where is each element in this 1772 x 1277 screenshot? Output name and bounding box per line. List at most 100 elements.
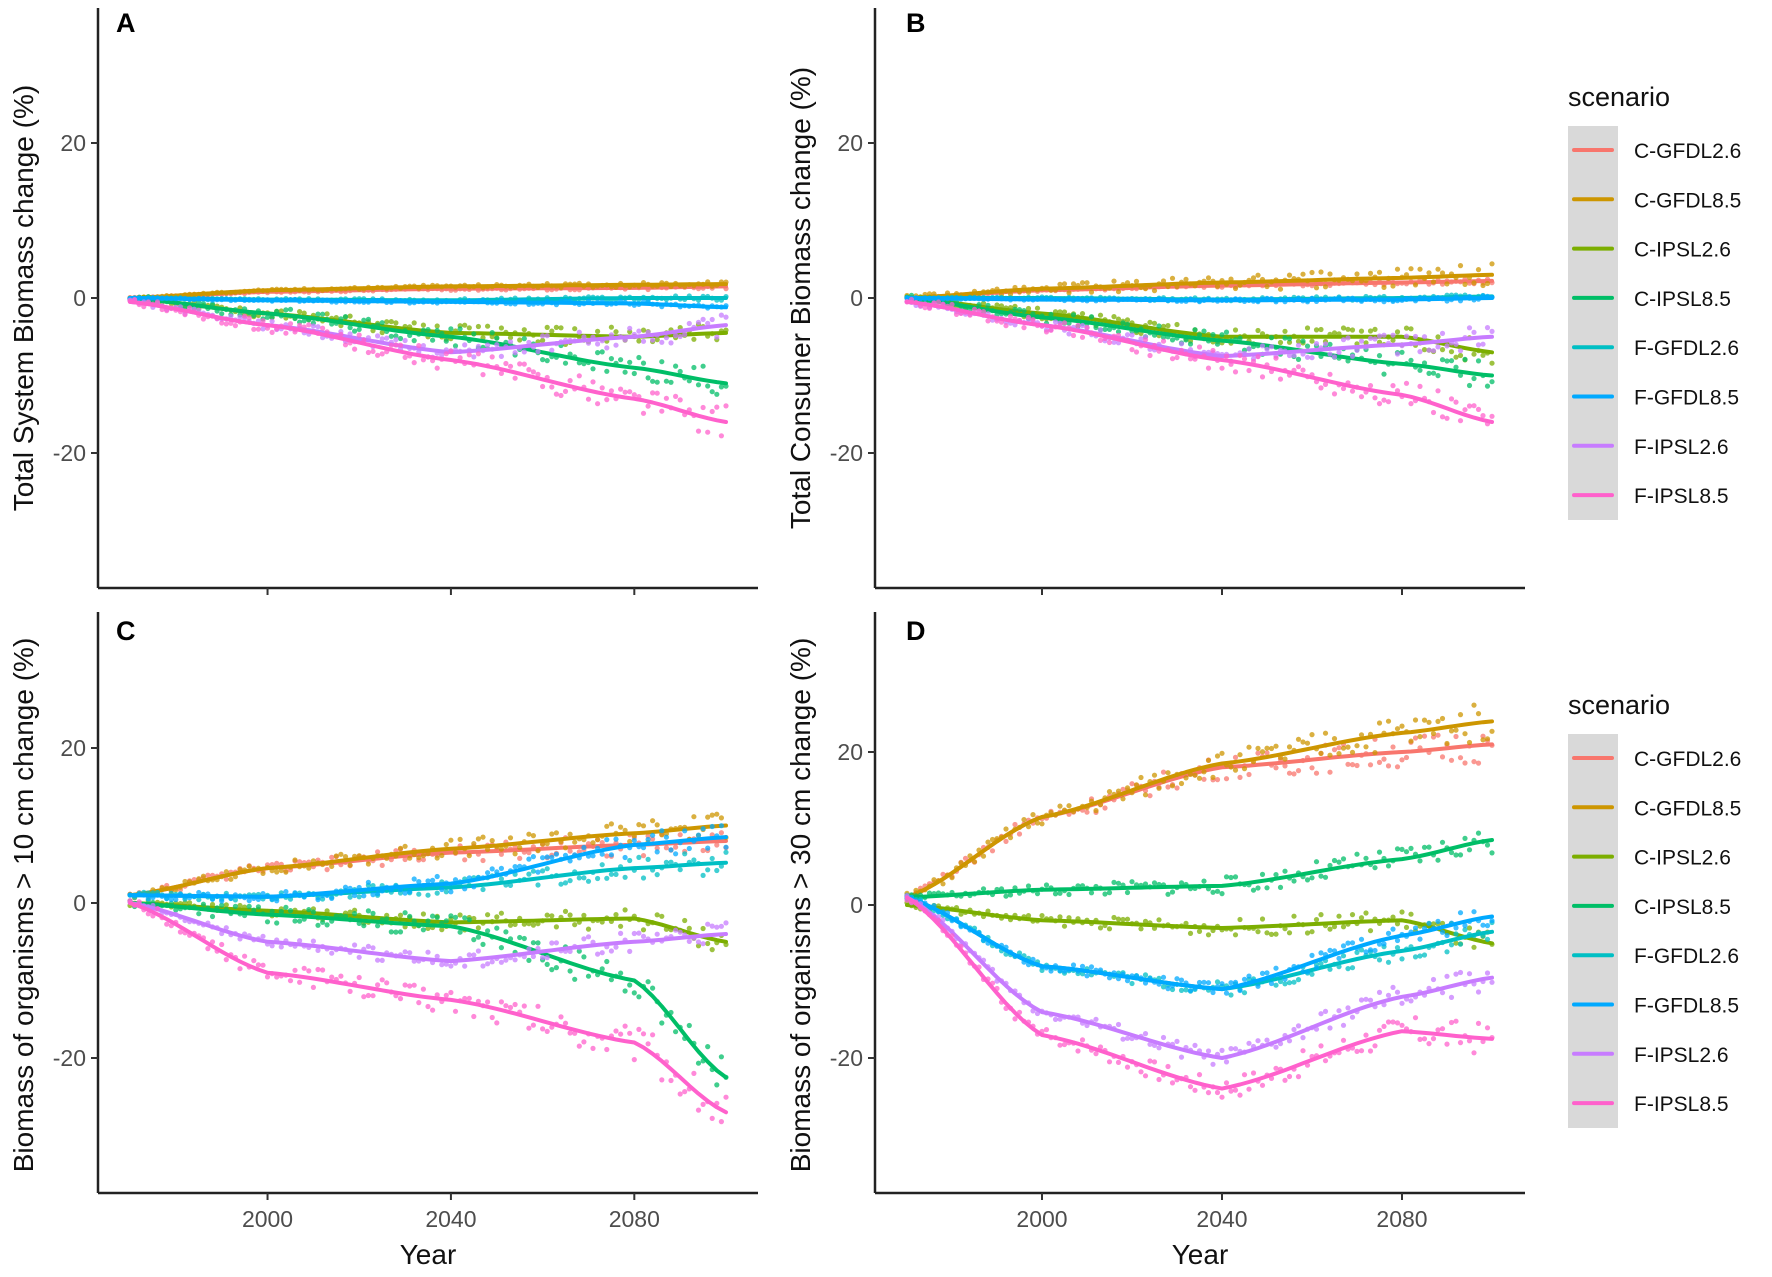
data-point (1142, 881, 1149, 887)
data-point (1327, 966, 1333, 972)
data-point (1318, 960, 1324, 967)
data-point (297, 918, 303, 924)
data-point (1169, 986, 1176, 993)
data-point (1300, 367, 1306, 373)
data-point (650, 378, 656, 384)
data-point (1340, 953, 1347, 959)
data-point (659, 828, 665, 834)
data-point (1304, 740, 1311, 746)
data-point (1178, 977, 1185, 983)
data-point (475, 351, 481, 357)
data-point (595, 837, 601, 843)
data-point (411, 982, 417, 988)
data-point (535, 869, 541, 875)
data-point (1471, 351, 1477, 357)
data-point (512, 957, 518, 963)
data-point (1300, 338, 1306, 344)
series-line (905, 272, 1494, 300)
data-point (1160, 334, 1167, 340)
data-point (1381, 941, 1387, 947)
data-point (498, 353, 504, 359)
data-point (512, 864, 518, 870)
data-point (1196, 1072, 1203, 1078)
legend-label: C-GFDL8.5 (1634, 797, 1741, 820)
data-point (448, 348, 454, 354)
data-point (489, 838, 495, 844)
data-point (507, 835, 514, 841)
data-point (439, 927, 445, 933)
data-point (1178, 780, 1185, 787)
data-point (1489, 328, 1495, 334)
data-point (1273, 1044, 1279, 1050)
data-point (466, 352, 472, 358)
series-f-ipsl8-5 (904, 296, 1495, 427)
data-point (1075, 322, 1081, 329)
data-point (434, 365, 440, 371)
data-point (365, 943, 371, 950)
data-point (1169, 783, 1176, 789)
data-point (608, 852, 615, 858)
data-point (1309, 929, 1315, 935)
data-point (695, 1060, 702, 1066)
data-point (599, 862, 605, 868)
data-point (1282, 763, 1288, 769)
data-point (613, 944, 619, 950)
data-point (1277, 339, 1284, 346)
data-point (416, 879, 422, 885)
data-point (631, 837, 637, 844)
data-point (663, 335, 670, 341)
data-point (1241, 356, 1248, 362)
data-point (1475, 711, 1482, 717)
data-point (613, 1028, 619, 1034)
data-point (1457, 755, 1464, 761)
data-point (352, 328, 358, 334)
data-point (654, 390, 660, 396)
data-point (714, 924, 720, 930)
data-point (315, 311, 321, 317)
data-point (1471, 944, 1477, 950)
data-point (1358, 328, 1365, 334)
data-point (1309, 269, 1315, 276)
data-point (503, 929, 509, 935)
data-point (686, 925, 692, 932)
data-point (650, 832, 656, 838)
data-point (1345, 940, 1351, 946)
data-point (420, 327, 426, 333)
data-point (695, 832, 702, 838)
y-tick-label: 0 (850, 285, 863, 311)
data-point (1448, 358, 1455, 364)
data-point (1444, 358, 1450, 364)
data-point (1210, 332, 1216, 338)
data-point (1394, 921, 1401, 927)
data-point (237, 902, 243, 909)
data-point (388, 342, 394, 348)
series-f-gfdl8-5 (904, 293, 1495, 305)
data-point (246, 898, 252, 904)
data-point (709, 855, 715, 862)
data-point (585, 926, 592, 932)
data-point (709, 389, 715, 395)
data-point (1084, 809, 1090, 815)
data-point (1394, 266, 1401, 272)
legend-label: F-GFDL8.5 (1634, 995, 1739, 1018)
data-point (1439, 929, 1446, 935)
data-point (723, 314, 729, 320)
data-point (608, 324, 615, 330)
data-point (1048, 311, 1054, 317)
data-point (604, 345, 610, 351)
legend-top-key-background (1568, 126, 1618, 520)
data-point (1232, 932, 1239, 938)
data-point (1363, 855, 1369, 861)
data-point (989, 848, 996, 854)
data-point (1345, 335, 1351, 341)
data-point (1003, 826, 1009, 832)
data-point (177, 929, 183, 935)
data-point (1376, 333, 1383, 339)
data-point (402, 949, 408, 955)
data-point (388, 333, 394, 339)
data-point (507, 882, 514, 889)
data-point (1471, 759, 1477, 765)
data-point (599, 840, 605, 846)
data-point (1106, 1059, 1113, 1065)
data-point (310, 323, 316, 329)
